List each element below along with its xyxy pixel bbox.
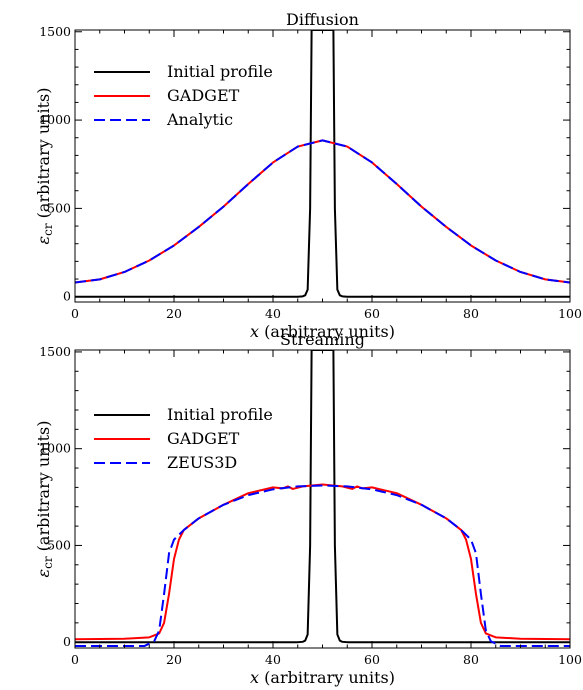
x-tick-label: 80	[463, 306, 479, 321]
y-axis-label: εcr (arbitrary units)	[34, 421, 55, 578]
legend-label: Analytic	[166, 110, 233, 129]
legend-label: GADGET	[167, 429, 240, 448]
series-layer	[75, 350, 570, 648]
y-tick-label: 1500	[39, 344, 71, 359]
legend-label: Initial profile	[167, 405, 273, 424]
x-tick-label: 80	[463, 652, 479, 667]
x-axis-label: x (arbitrary units)	[250, 668, 395, 687]
chart-title: Diffusion	[286, 10, 359, 29]
y-tick-label: 0	[63, 634, 71, 649]
series-line-initial-profile	[75, 30, 570, 298]
chart-title: Streaming	[280, 330, 365, 349]
x-tick-label: 0	[71, 306, 79, 321]
y-tick-label: 0	[63, 289, 71, 304]
series-layer	[75, 30, 570, 298]
x-tick-label: 20	[166, 306, 182, 321]
legend-label: GADGET	[167, 86, 240, 105]
legend-label: ZEUS3D	[167, 453, 237, 472]
y-tick-label: 500	[47, 537, 71, 552]
y-tick-label: 1000	[39, 441, 71, 456]
legend: Initial profile GADGET ZEUS3D	[94, 405, 273, 472]
y-tick-label: 1500	[39, 24, 71, 39]
series-line-zeus3d	[75, 484, 570, 648]
x-tick-label: 60	[364, 652, 380, 667]
legend-label: Initial profile	[167, 62, 273, 81]
x-tick-label: 0	[71, 652, 79, 667]
x-tick-label: 60	[364, 306, 380, 321]
x-tick-label: 100	[558, 306, 582, 321]
x-tick-label: 20	[166, 652, 182, 667]
x-axis-label: x (arbitrary units)	[250, 322, 395, 341]
x-tick-label: 100	[558, 652, 582, 667]
y-tick-label: 1000	[39, 112, 71, 127]
series-line-analytic	[75, 139, 570, 284]
y-tick-label: 500	[47, 200, 71, 215]
series-line-gadget	[75, 483, 570, 641]
legend: Initial profile GADGET Analytic	[94, 62, 273, 129]
x-tick-label: 40	[265, 652, 281, 667]
y-axis-label: εcr (arbitrary units)	[34, 88, 55, 245]
x-tick-label: 40	[265, 306, 281, 321]
plot-frame	[74, 349, 571, 649]
series-line-initial-profile	[75, 350, 570, 644]
